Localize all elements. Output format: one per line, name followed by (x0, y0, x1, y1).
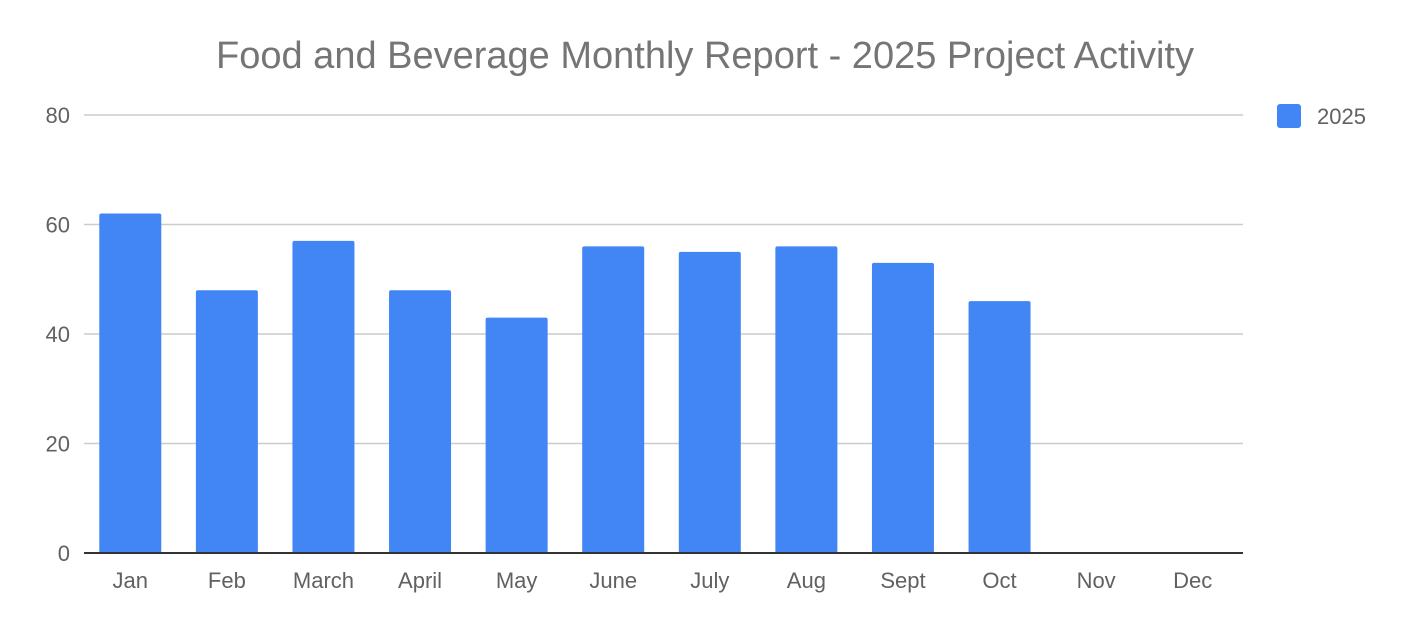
grid-lines (84, 114, 1243, 445)
bar-oct (968, 301, 1031, 553)
bar-april (389, 290, 452, 553)
x-tick-label: Nov (1077, 568, 1116, 593)
bar-sept (871, 262, 934, 553)
y-tick-label: 40 (46, 322, 70, 347)
bar-june (582, 246, 645, 553)
x-axis-ticks: Jan Feb March April May June July Aug Sept Oct Nov… (113, 568, 1213, 593)
x-tick-label: Dec (1173, 568, 1212, 593)
x-tick-label: June (589, 568, 637, 593)
bar-may (485, 317, 548, 553)
x-tick-label: March (293, 568, 354, 593)
y-tick-label: 80 (46, 103, 70, 128)
bar-jan (99, 213, 162, 554)
x-tick-label: May (496, 568, 538, 593)
x-tick-label: July (690, 568, 729, 593)
legend-swatch-2025 (1277, 104, 1301, 128)
chart-title: Food and Beverage Monthly Report - 2025 … (216, 35, 1194, 77)
x-tick-label: Sept (880, 568, 925, 593)
x-tick-label: Oct (982, 568, 1016, 593)
y-tick-label: 20 (46, 432, 70, 457)
x-tick-label: April (398, 568, 442, 593)
bar-march (292, 240, 355, 554)
bar-feb (195, 290, 258, 553)
bar-july (678, 251, 741, 553)
y-tick-label: 0 (58, 541, 70, 566)
y-axis-ticks: 0 20 40 60 80 (46, 103, 70, 566)
x-tick-label: Feb (208, 568, 246, 593)
legend: 2025 (1277, 104, 1366, 129)
bar-aug (775, 246, 838, 553)
y-tick-label: 60 (46, 213, 70, 238)
legend-label-2025: 2025 (1317, 104, 1366, 129)
bars (99, 213, 1031, 554)
x-tick-label: Jan (113, 568, 148, 593)
x-tick-label: Aug (787, 568, 826, 593)
